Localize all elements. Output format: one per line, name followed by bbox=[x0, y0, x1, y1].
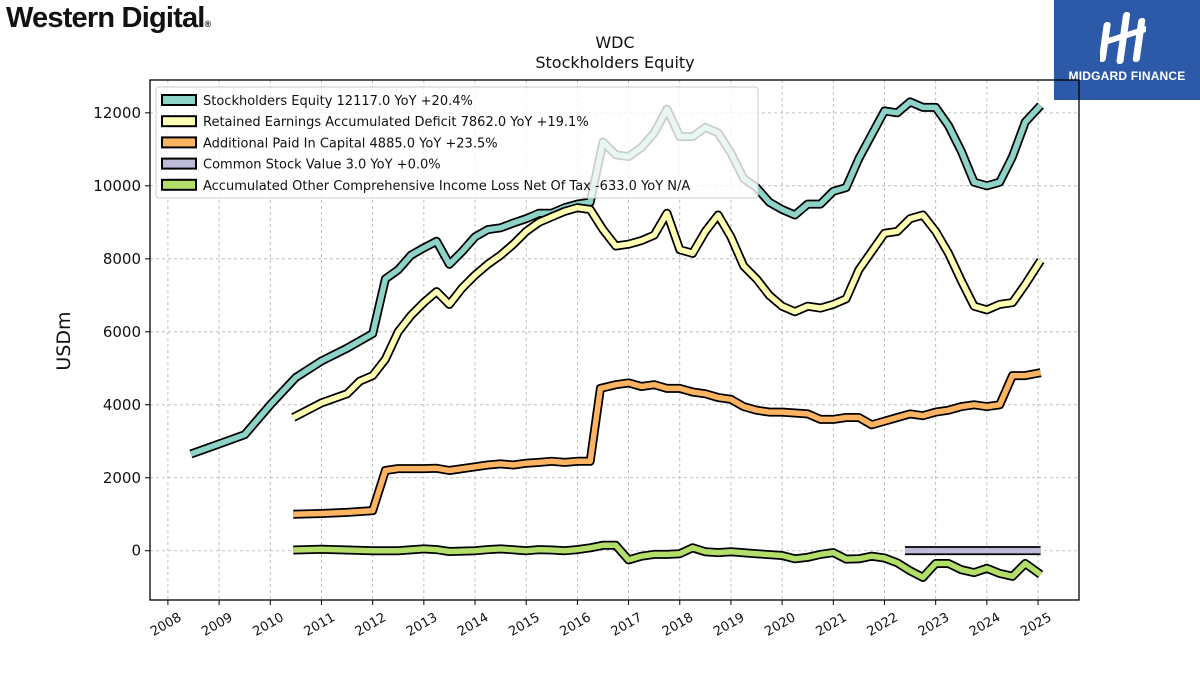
x-tick-label: 2013 bbox=[404, 610, 440, 640]
series-stroke bbox=[293, 369, 1042, 517]
x-axis: 2008 2009 2010 2011 2012 2013 2014 2015 2016 2017… bbox=[148, 600, 1054, 640]
x-tick-label: 2015 bbox=[506, 610, 542, 640]
y-axis-label: USDm bbox=[53, 311, 75, 370]
y-tick-label: 12000 bbox=[93, 104, 141, 122]
x-tick-label: 2020 bbox=[762, 610, 798, 640]
x-tick-label: 2023 bbox=[916, 610, 952, 640]
x-tick-label: 2008 bbox=[148, 610, 184, 640]
x-tick-label: 2010 bbox=[250, 610, 286, 640]
y-tick-label: 0 bbox=[131, 542, 141, 560]
series-line bbox=[291, 203, 1045, 422]
legend-box bbox=[155, 86, 759, 199]
legend-swatch bbox=[161, 94, 197, 106]
registered-mark: ® bbox=[204, 19, 212, 29]
x-tick-label: 2025 bbox=[1018, 610, 1054, 640]
y-tick-label: 2000 bbox=[103, 469, 141, 487]
series-outline bbox=[293, 368, 1042, 519]
series-stroke bbox=[293, 542, 1043, 581]
series-stroke bbox=[292, 204, 1043, 420]
legend-label: Accumulated Other Comprehensive Income L… bbox=[203, 179, 690, 194]
x-tick-label: 2011 bbox=[302, 610, 338, 640]
chart-subtitle: Stockholders Equity bbox=[535, 53, 694, 72]
midgard-emblem-icon bbox=[1100, 12, 1146, 64]
x-tick-label: 2021 bbox=[813, 610, 849, 640]
western-digital-logo-text: Western Digital bbox=[6, 2, 205, 34]
x-tick-label: 2024 bbox=[967, 610, 1003, 640]
legend-label: Stockholders Equity 12117.0 YoY +20.4% bbox=[203, 94, 473, 109]
legend-label: Retained Earnings Accumulated Deficit 78… bbox=[203, 115, 589, 130]
x-tick-label: 2019 bbox=[711, 610, 747, 640]
midgard-finance-logo: MIDGARD FINANCE bbox=[1054, 0, 1200, 100]
midgard-finance-text: MIDGARD FINANCE bbox=[1068, 69, 1186, 83]
y-tick-label: 4000 bbox=[103, 396, 141, 414]
legend-label: Common Stock Value 3.0 YoY +0.0% bbox=[203, 158, 441, 173]
legend: Stockholders Equity 12117.0 YoY +20.4% Re… bbox=[155, 86, 759, 199]
y-tick-label: 6000 bbox=[103, 323, 141, 341]
chart-title: WDC bbox=[595, 33, 634, 52]
y-tick-label: 8000 bbox=[103, 250, 141, 268]
legend-swatch bbox=[161, 157, 197, 170]
x-tick-label: 2012 bbox=[353, 610, 389, 640]
plot-frame bbox=[149, 79, 1080, 601]
series-line bbox=[293, 540, 1044, 582]
legend-swatch bbox=[161, 136, 197, 149]
x-tick-label: 2018 bbox=[660, 610, 696, 640]
western-digital-logo: Western Digital® bbox=[6, 2, 212, 35]
x-tick-label: 2017 bbox=[609, 610, 645, 640]
series-layer bbox=[189, 97, 1045, 582]
legend-swatch bbox=[161, 178, 197, 191]
y-tick-label: 10000 bbox=[93, 177, 141, 195]
series-line bbox=[293, 368, 1042, 519]
x-tick-label: 2022 bbox=[865, 610, 901, 640]
legend-swatch bbox=[161, 115, 197, 128]
y-axis: 0 2000 4000 6000 8000 10000 12000 bbox=[93, 104, 150, 560]
x-tick-label: 2014 bbox=[455, 610, 491, 640]
x-tick-label: 2016 bbox=[558, 610, 594, 640]
legend-label: Additional Paid In Capital 4885.0 YoY +2… bbox=[203, 136, 498, 151]
x-tick-label: 2009 bbox=[199, 610, 235, 640]
